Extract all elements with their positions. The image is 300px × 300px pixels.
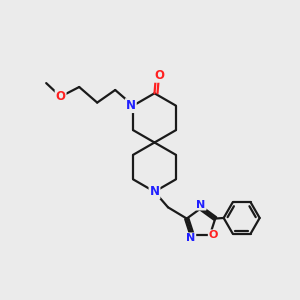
Text: O: O (56, 90, 66, 103)
Text: N: N (196, 200, 206, 210)
Text: N: N (149, 185, 160, 198)
Text: O: O (154, 69, 165, 82)
Text: N: N (186, 233, 195, 243)
Text: N: N (126, 99, 136, 112)
Text: O: O (209, 230, 218, 240)
